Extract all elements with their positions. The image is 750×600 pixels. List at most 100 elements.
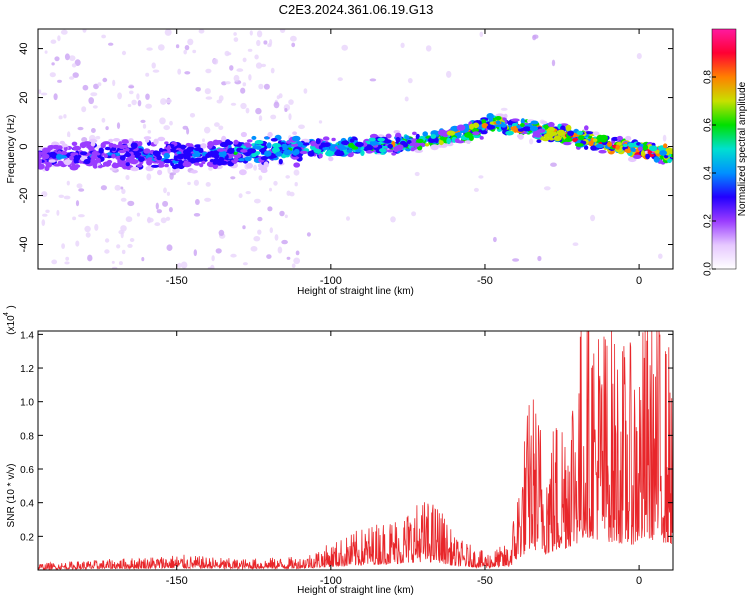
spectrogram-cell xyxy=(207,144,213,149)
spectrogram-cell xyxy=(291,135,301,142)
x-tick-label: -100 xyxy=(320,575,342,587)
background-speckle xyxy=(293,169,300,176)
background-speckle xyxy=(101,117,106,123)
background-speckle xyxy=(242,57,247,63)
background-speckle xyxy=(193,213,201,217)
background-speckle xyxy=(54,56,60,62)
spectrogram-cell xyxy=(411,138,416,144)
spectrogram-cell xyxy=(310,140,317,147)
background-speckle xyxy=(273,180,278,186)
background-speckle xyxy=(269,187,272,192)
background-speckle xyxy=(233,32,237,36)
y-tick-label: 0.8 xyxy=(20,431,34,442)
spectrogram-cell xyxy=(69,155,75,161)
background-speckle xyxy=(414,171,420,177)
background-speckle xyxy=(64,53,70,61)
background-speckle xyxy=(58,194,65,198)
background-speckle xyxy=(253,164,257,171)
x-tick-label: -150 xyxy=(166,275,188,287)
y-tick-label: 0.6 xyxy=(20,465,34,476)
background-speckle xyxy=(284,214,288,219)
x-tick-label: -50 xyxy=(477,575,493,587)
background-speckle xyxy=(230,176,236,180)
background-speckle xyxy=(230,253,237,258)
spectrogram-cell xyxy=(227,147,235,154)
background-speckle xyxy=(67,131,71,139)
background-speckle xyxy=(78,188,85,192)
background-speckle xyxy=(281,239,288,245)
background-speckle xyxy=(160,98,167,105)
background-speckle xyxy=(53,93,58,101)
spectrogram-cell xyxy=(334,150,342,156)
background-speckle xyxy=(478,175,484,179)
spectrogram-cell xyxy=(653,156,660,163)
background-speckle xyxy=(165,98,172,104)
spectrogram-cell xyxy=(191,152,201,158)
spectrogram-cell xyxy=(136,170,141,174)
chart-title: C2E3.2024.361.06.19.G13 xyxy=(278,2,434,17)
background-speckle xyxy=(142,123,147,129)
background-speckle xyxy=(242,82,247,87)
spectrogram-cell xyxy=(61,143,68,148)
spectrogram-cell xyxy=(172,164,178,170)
background-speckle xyxy=(159,117,166,125)
spectrogram-cell xyxy=(89,138,98,143)
background-speckle xyxy=(233,74,240,82)
y-tick-label: 0.4 xyxy=(20,499,34,510)
spectrogram-cell xyxy=(201,160,206,165)
background-speckle xyxy=(193,249,197,257)
background-speckle xyxy=(258,175,263,181)
background-speckle xyxy=(255,107,262,115)
background-speckle xyxy=(446,70,452,78)
background-speckle xyxy=(75,240,80,247)
background-speckle xyxy=(257,229,262,235)
background-speckle xyxy=(227,52,232,56)
spectrogram-cell xyxy=(48,159,56,163)
spectrogram-cell xyxy=(647,150,652,155)
spectrogram-cell xyxy=(38,158,43,165)
y-tick-label: -20 xyxy=(18,188,30,204)
background-speckle xyxy=(41,219,46,227)
background-speckle xyxy=(337,77,343,82)
background-speckle xyxy=(101,34,106,39)
spectrogram-cell xyxy=(540,120,548,125)
background-speckle xyxy=(41,191,48,198)
spectrogram-cell xyxy=(38,169,44,174)
background-speckle xyxy=(125,175,130,180)
background-speckle xyxy=(140,119,146,123)
spectrogram-cell xyxy=(113,138,120,142)
spectrogram-cell xyxy=(537,128,546,133)
spectrogram-frame xyxy=(37,28,674,270)
spectrogram-cell xyxy=(654,149,660,154)
background-speckle xyxy=(274,234,279,241)
background-speckle xyxy=(82,29,87,33)
spectrogram-cell xyxy=(275,151,283,157)
spectrogram-cell xyxy=(584,125,589,131)
background-speckle xyxy=(120,225,127,232)
background-speckle xyxy=(202,138,205,142)
spectrogram-cell xyxy=(574,143,584,147)
spectrogram-cell xyxy=(163,159,172,164)
background-speckle xyxy=(205,96,213,100)
spectrogram-cell xyxy=(136,164,143,168)
background-speckle xyxy=(256,39,261,47)
spectrogram-cell xyxy=(130,142,138,149)
background-speckle xyxy=(529,138,534,145)
y-axis-label: Frequency (Hz) xyxy=(6,115,17,184)
spectrogram-cell xyxy=(240,149,248,153)
background-speckle xyxy=(205,182,211,187)
background-speckle xyxy=(215,248,222,254)
spectrogram-cell xyxy=(271,147,280,154)
spectrogram-cell xyxy=(98,147,104,154)
x-tick-label: 0 xyxy=(636,575,642,587)
background-speckle xyxy=(192,49,197,54)
background-speckle xyxy=(269,39,273,46)
spectrogram-cell xyxy=(74,164,81,168)
spectrogram-cell xyxy=(240,131,247,138)
background-speckle xyxy=(93,83,99,90)
background-speckle xyxy=(81,137,88,143)
spectrogram-cell xyxy=(649,145,658,152)
background-speckle xyxy=(390,216,396,223)
spectrogram-cell xyxy=(63,159,72,166)
spectrogram-cell xyxy=(194,157,204,162)
